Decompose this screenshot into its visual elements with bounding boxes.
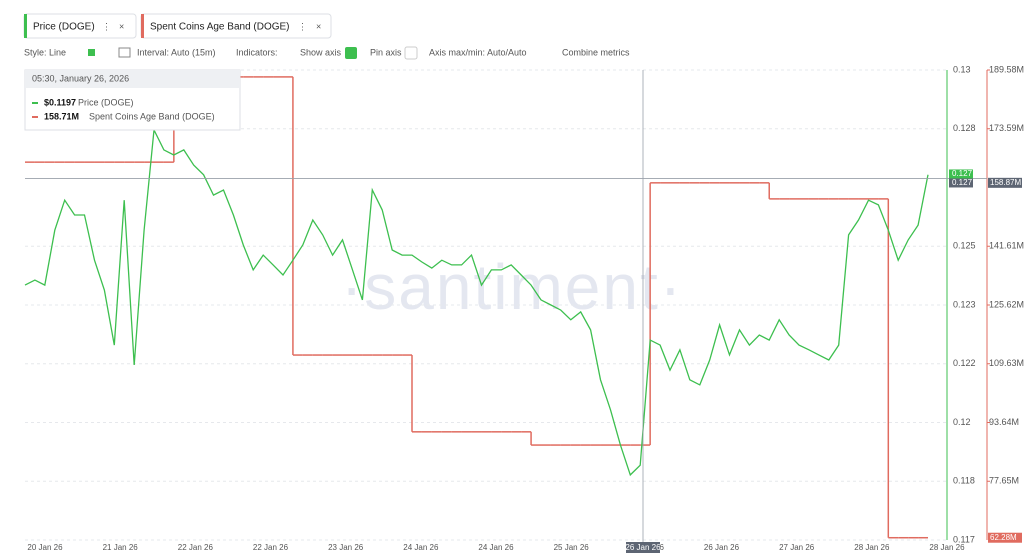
y2-min-label: 62.28M xyxy=(990,533,1017,542)
tooltip: 05:30, January 26, 2026 $0.1197 Price (D… xyxy=(24,69,241,131)
toolbar-style[interactable]: Style: Line xyxy=(24,47,66,57)
tooltip-series: Price (DOGE) xyxy=(78,97,134,107)
color-swatch[interactable] xyxy=(88,49,95,56)
tooltip-title: 05:30, January 26, 2026 xyxy=(32,73,129,83)
tab-spent-label: Spent Coins Age Band (DOGE) xyxy=(150,22,290,33)
plot: 0.13 0.128 0.125 0.123 0.122 0.12 0.118 0.117 18… xyxy=(24,64,1024,553)
y2-tick-label: 141.61M xyxy=(989,241,1024,251)
y2-tick-label: 173.59M xyxy=(989,123,1024,133)
tab-menu[interactable]: ⋮ xyxy=(298,21,307,31)
tab-close[interactable]: × xyxy=(316,21,321,31)
y2-tick-label: 125.62M xyxy=(989,299,1024,309)
toolbar-combine[interactable]: Combine metrics xyxy=(562,47,630,57)
x-tick-label: 24 Jan 26 xyxy=(478,543,514,552)
x-tick-label: 21 Jan 26 xyxy=(103,543,139,552)
x-tick-label: 26 Jan 26 xyxy=(704,543,740,552)
toolbar-pin-axis[interactable]: Pin axis xyxy=(370,47,402,57)
x-tick-label: 22 Jan 26 xyxy=(178,543,214,552)
y-tick-label: 0.117 xyxy=(953,534,975,544)
tooltip-series: Spent Coins Age Band (DOGE) xyxy=(89,111,215,121)
y-tick-label: 0.13 xyxy=(953,64,971,74)
x-tick-label: 28 Jan 26 xyxy=(929,543,965,552)
toolbar-interval[interactable]: Interval: Auto (15m) xyxy=(137,47,216,57)
watermark: ·santiment· xyxy=(341,251,683,323)
x-tick-label: 23 Jan 26 xyxy=(328,543,364,552)
price-line xyxy=(24,127,929,477)
toolbar-axis-maxmin[interactable]: Axis max/min: Auto/Auto xyxy=(429,47,527,57)
toolbar-indicators[interactable]: Indicators: xyxy=(236,47,278,57)
last-price-box xyxy=(949,169,973,179)
last-price-label: 0.127 xyxy=(952,169,973,178)
pin-axis-checkbox[interactable] xyxy=(404,46,418,60)
x-tick-label: 20 Jan 26 xyxy=(27,543,63,552)
y-tick-label: 0.122 xyxy=(953,358,976,368)
crosshair-x-box xyxy=(626,542,660,553)
y2-tick-label: 93.64M xyxy=(989,417,1019,427)
tab-price-label: Price (DOGE) xyxy=(33,22,95,33)
tooltip-header xyxy=(25,70,240,88)
crosshair-x-label: 26 Jan 26 xyxy=(625,543,661,552)
x-tick-label: 22 Jan 26 xyxy=(253,543,289,552)
tab-close[interactable]: × xyxy=(119,21,124,31)
y-tick-label: 0.125 xyxy=(953,241,976,251)
x-tick-label: 25 Jan 26 xyxy=(554,543,590,552)
y-tick-label: 0.118 xyxy=(953,476,975,486)
crosshair-y2-box xyxy=(988,177,1022,188)
tab-spent-accent xyxy=(141,14,144,38)
x-tick-label: 24 Jan 26 xyxy=(403,543,439,552)
y-tick-label: 0.123 xyxy=(953,299,976,309)
y2-tick-label: 77.65M xyxy=(989,476,1019,486)
interval-icon xyxy=(118,47,131,58)
tab-price-accent xyxy=(24,14,27,38)
x-tick-label: 28 Jan 26 xyxy=(854,543,890,552)
y2-min-box xyxy=(988,532,1022,543)
y2-tick-label: 189.58M xyxy=(989,64,1024,74)
x-tick-label: 27 Jan 26 xyxy=(779,543,815,552)
toolbar-show-axis[interactable]: Show axis xyxy=(300,47,342,57)
tooltip-value: 158.71M xyxy=(44,111,79,121)
y-tick-label: 0.12 xyxy=(953,417,971,427)
tooltip-value: $0.1197 xyxy=(44,97,76,107)
tab-menu[interactable]: ⋮ xyxy=(102,21,111,31)
crosshair-y-box xyxy=(949,178,973,188)
show-axis-checkbox[interactable] xyxy=(345,47,357,59)
crosshair-y-label: 0.127 xyxy=(952,178,973,187)
y2-tick-label: 109.63M xyxy=(989,358,1024,368)
y-tick-label: 0.128 xyxy=(953,123,976,133)
crosshair-y2-label: 158.87M xyxy=(990,178,1021,187)
